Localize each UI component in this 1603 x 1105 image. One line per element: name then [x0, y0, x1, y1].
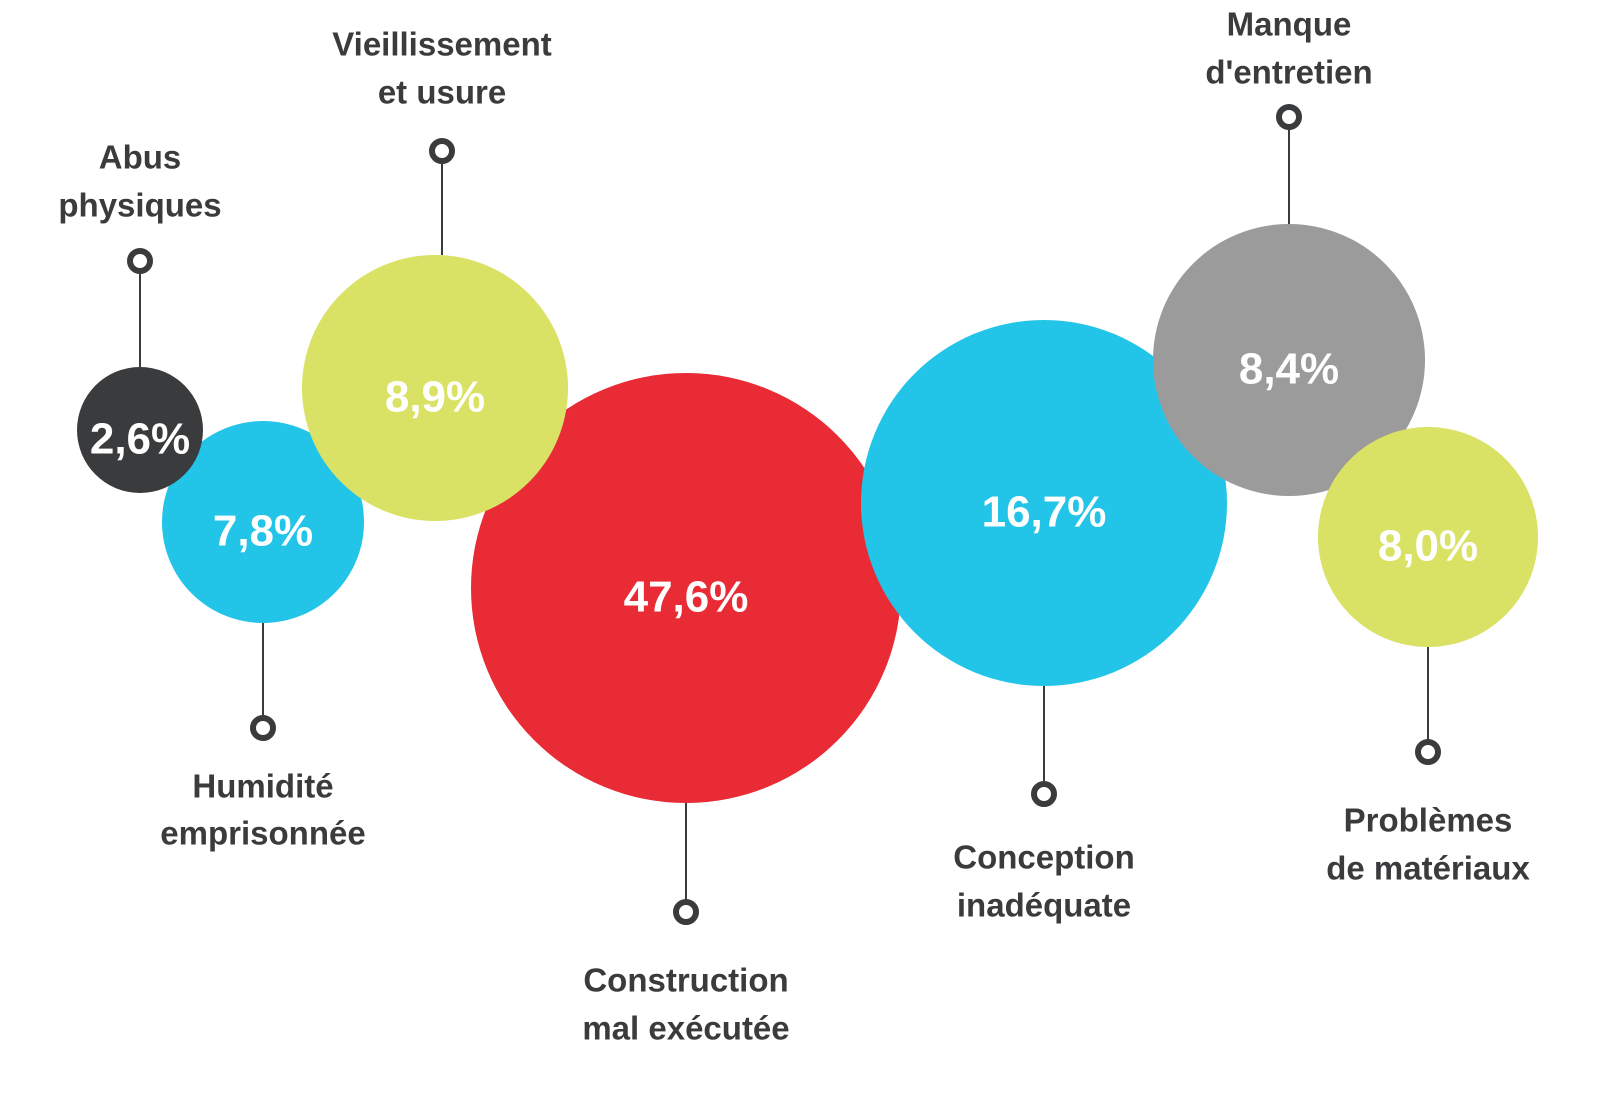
category-label: Abus — [99, 139, 182, 176]
value-label: 8,9% — [385, 373, 485, 422]
value-label: 7,8% — [213, 507, 313, 556]
connector-ring — [250, 715, 276, 741]
bubble — [1153, 224, 1425, 496]
category-label: et usure — [378, 74, 506, 111]
category-label: inadéquate — [957, 887, 1131, 924]
category-label: Manque — [1227, 6, 1352, 43]
category-label: mal exécutée — [582, 1010, 789, 1047]
connector-ring — [1031, 781, 1057, 807]
category-label: d'entretien — [1205, 54, 1372, 91]
category-label: Humidité — [192, 768, 333, 805]
connector-ring — [1415, 739, 1441, 765]
category-label: emprisonnée — [160, 815, 365, 852]
bubble — [471, 373, 901, 803]
bubble — [861, 320, 1227, 686]
category-label: Construction — [583, 962, 788, 999]
category-label: de matériaux — [1326, 850, 1530, 887]
bubble — [302, 255, 568, 521]
value-label: 8,4% — [1239, 345, 1339, 394]
connector-ring — [673, 899, 699, 925]
category-label: Conception — [953, 839, 1134, 876]
value-label: 2,6% — [90, 415, 190, 464]
bubble — [1318, 427, 1538, 647]
value-label: 16,7% — [982, 488, 1107, 537]
bubble — [77, 367, 203, 493]
connector-ring — [1276, 104, 1302, 130]
connector-ring — [127, 248, 153, 274]
bubble — [162, 421, 364, 623]
connector-ring — [429, 138, 455, 164]
value-label: 47,6% — [624, 573, 749, 622]
value-label: 8,0% — [1378, 522, 1478, 571]
category-label: Vieillissement — [332, 26, 552, 63]
category-label: Problèmes — [1344, 802, 1513, 839]
category-label: physiques — [58, 187, 221, 224]
